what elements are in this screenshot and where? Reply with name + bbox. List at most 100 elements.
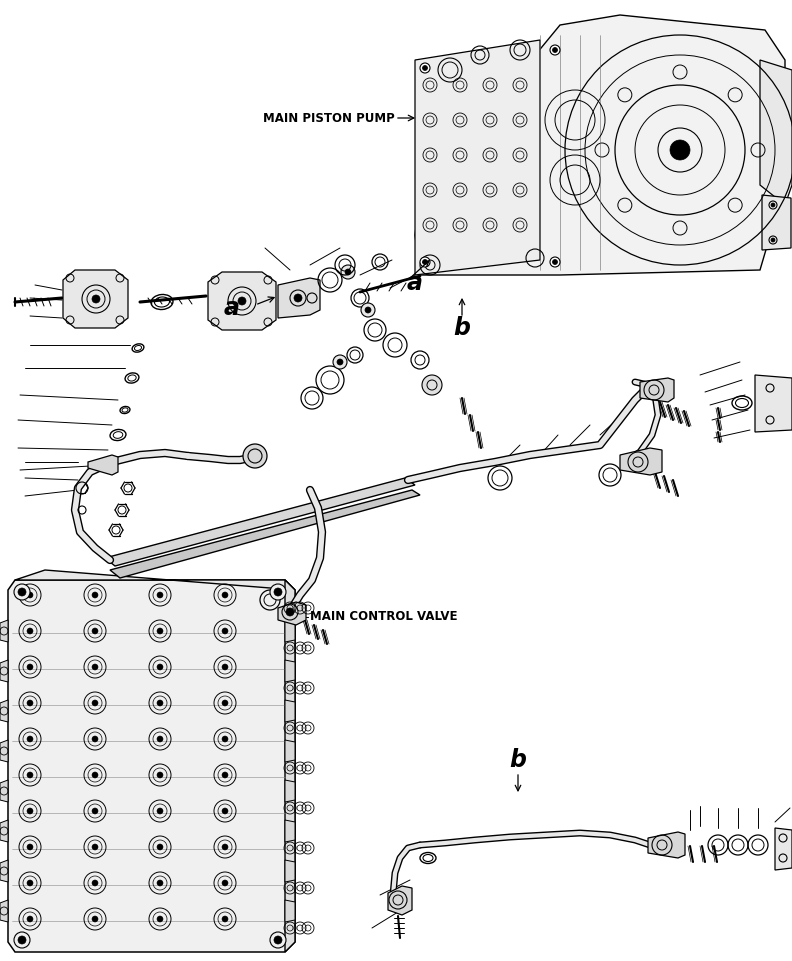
Polygon shape — [285, 620, 295, 642]
Polygon shape — [0, 780, 8, 802]
Circle shape — [553, 259, 558, 264]
Circle shape — [274, 936, 282, 944]
Circle shape — [422, 65, 428, 70]
Polygon shape — [285, 900, 295, 922]
Circle shape — [27, 808, 33, 814]
Circle shape — [27, 592, 33, 598]
Polygon shape — [285, 740, 295, 762]
Circle shape — [222, 700, 228, 706]
Circle shape — [157, 844, 163, 850]
Polygon shape — [415, 40, 540, 275]
Circle shape — [238, 297, 246, 305]
Text: a: a — [224, 296, 240, 320]
Circle shape — [14, 932, 30, 948]
Polygon shape — [88, 455, 118, 475]
Polygon shape — [760, 60, 792, 205]
Circle shape — [92, 295, 100, 303]
Circle shape — [157, 736, 163, 742]
Polygon shape — [285, 820, 295, 842]
Circle shape — [27, 628, 33, 634]
Circle shape — [286, 608, 294, 616]
Circle shape — [27, 736, 33, 742]
Polygon shape — [110, 490, 420, 578]
Polygon shape — [762, 195, 791, 250]
Circle shape — [27, 844, 33, 850]
Polygon shape — [0, 820, 8, 842]
Circle shape — [92, 592, 98, 598]
Text: a: a — [407, 271, 423, 295]
Polygon shape — [8, 580, 295, 952]
Circle shape — [361, 303, 375, 317]
Circle shape — [333, 355, 347, 369]
Polygon shape — [620, 448, 662, 475]
Text: b: b — [454, 316, 470, 340]
Polygon shape — [775, 828, 792, 870]
Circle shape — [92, 880, 98, 886]
Polygon shape — [285, 780, 295, 802]
Circle shape — [92, 916, 98, 922]
Circle shape — [422, 375, 442, 395]
Circle shape — [294, 294, 302, 302]
Circle shape — [222, 628, 228, 634]
Circle shape — [157, 628, 163, 634]
Polygon shape — [285, 580, 295, 952]
Circle shape — [420, 63, 430, 73]
Circle shape — [157, 880, 163, 886]
Circle shape — [771, 238, 775, 242]
Circle shape — [553, 47, 558, 53]
Circle shape — [345, 269, 351, 275]
Circle shape — [420, 257, 430, 267]
Polygon shape — [208, 272, 276, 330]
Circle shape — [18, 588, 26, 596]
Polygon shape — [415, 15, 785, 275]
Circle shape — [550, 45, 560, 55]
Circle shape — [27, 700, 33, 706]
Polygon shape — [0, 700, 8, 722]
Circle shape — [222, 880, 228, 886]
Text: MAIN CONTROL VALVE: MAIN CONTROL VALVE — [310, 610, 458, 624]
Circle shape — [157, 808, 163, 814]
Polygon shape — [285, 860, 295, 882]
Polygon shape — [63, 270, 128, 328]
Circle shape — [27, 916, 33, 922]
Circle shape — [222, 844, 228, 850]
Polygon shape — [640, 378, 674, 402]
Circle shape — [270, 932, 286, 948]
Circle shape — [222, 772, 228, 778]
Circle shape — [222, 664, 228, 670]
Polygon shape — [0, 900, 8, 922]
Circle shape — [274, 588, 282, 596]
Circle shape — [27, 772, 33, 778]
Circle shape — [365, 307, 371, 313]
Circle shape — [222, 808, 228, 814]
Circle shape — [341, 265, 355, 279]
Polygon shape — [755, 375, 792, 432]
Circle shape — [157, 916, 163, 922]
Circle shape — [92, 700, 98, 706]
Circle shape — [27, 664, 33, 670]
Circle shape — [670, 140, 690, 160]
Circle shape — [92, 772, 98, 778]
Circle shape — [92, 844, 98, 850]
Circle shape — [243, 444, 267, 468]
Polygon shape — [278, 278, 320, 318]
Circle shape — [771, 203, 775, 207]
Polygon shape — [15, 570, 295, 590]
Circle shape — [337, 359, 343, 365]
Circle shape — [157, 700, 163, 706]
Polygon shape — [285, 660, 295, 682]
Text: b: b — [509, 748, 527, 772]
Polygon shape — [285, 700, 295, 722]
Circle shape — [157, 592, 163, 598]
Polygon shape — [648, 832, 685, 858]
Circle shape — [92, 628, 98, 634]
Polygon shape — [278, 602, 306, 625]
Polygon shape — [105, 478, 415, 566]
Polygon shape — [0, 660, 8, 682]
Circle shape — [222, 916, 228, 922]
Polygon shape — [388, 886, 412, 915]
Circle shape — [270, 584, 286, 600]
Circle shape — [550, 257, 560, 267]
Circle shape — [92, 808, 98, 814]
Circle shape — [14, 584, 30, 600]
